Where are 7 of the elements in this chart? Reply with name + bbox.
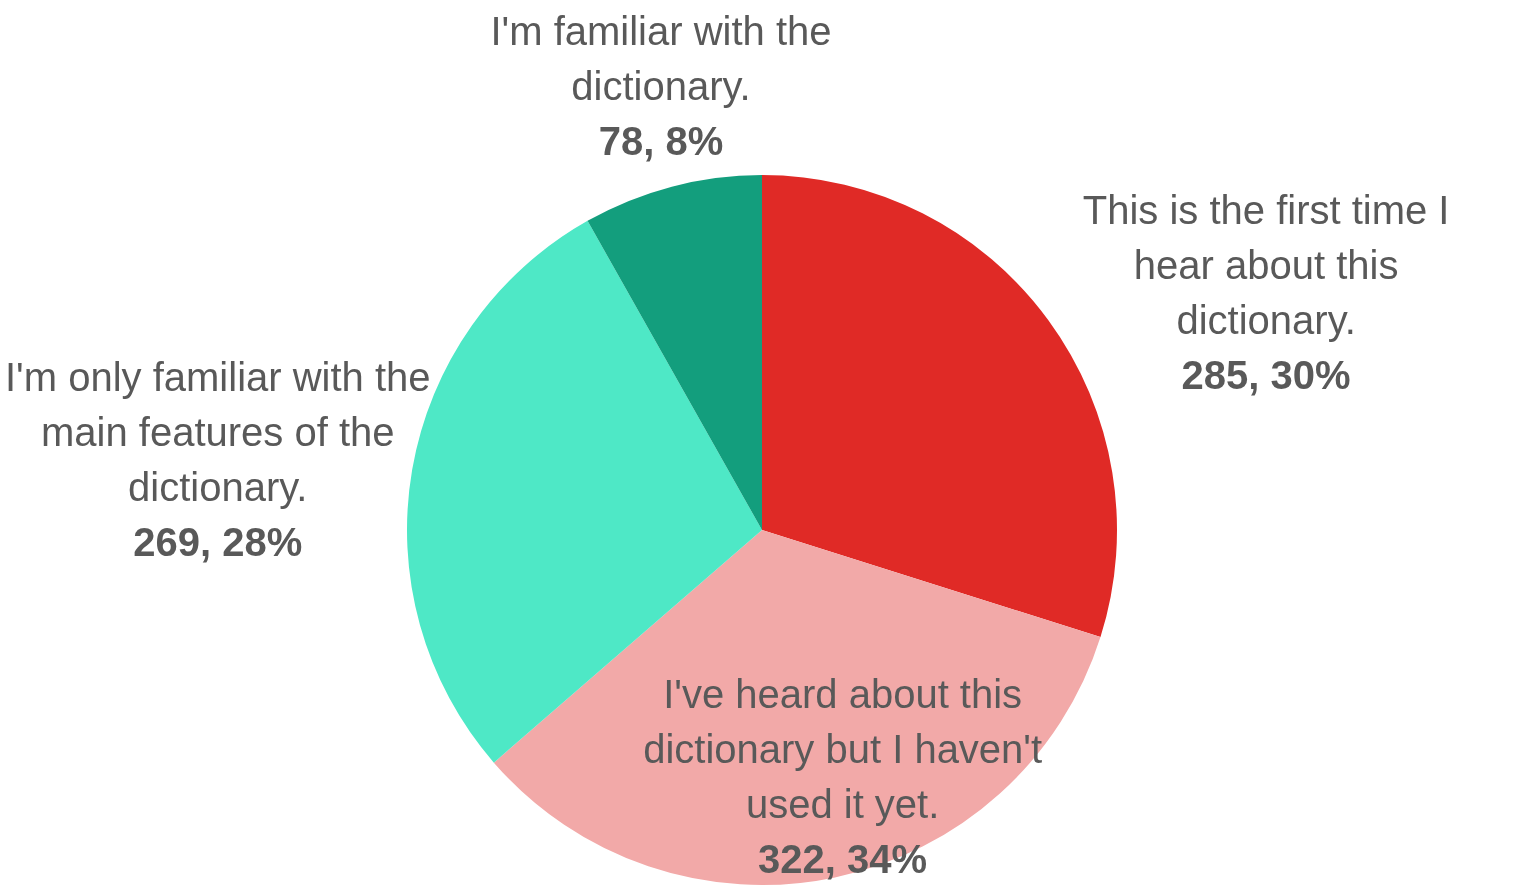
- slice-label: I'm only familiar with the main features of the dictionary.: [5, 354, 431, 509]
- slice-label: This is the first time I hear about this dictionary.: [1082, 187, 1450, 342]
- slice-label: I've heard about this dictionary but I haven't used it yet.: [643, 671, 1043, 826]
- slice-label: I'm familiar with the dictionary.: [490, 8, 832, 108]
- data-label: 269, 28%: [133, 519, 303, 564]
- data-label: 285, 30%: [1181, 352, 1351, 397]
- data-label: 78, 8%: [598, 118, 724, 163]
